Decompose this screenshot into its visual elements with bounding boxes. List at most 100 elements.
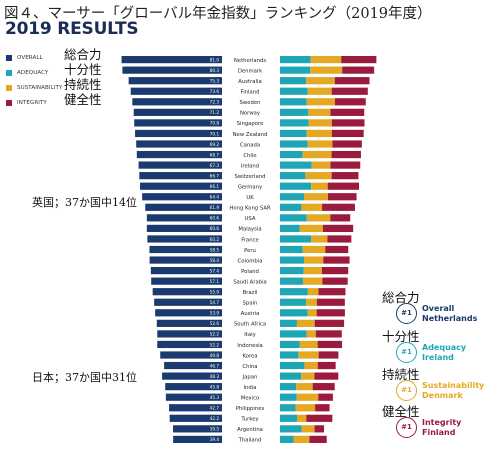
subindex-bar-integrity — [318, 393, 333, 401]
subindex-bar-sustainability — [296, 393, 319, 401]
subindex-bar-integrity — [314, 372, 339, 380]
subindex-bar-adequacy — [280, 108, 309, 116]
overall-value-label: 80.3 — [210, 68, 220, 73]
subindex-bar-adequacy — [280, 87, 308, 95]
subindex-bar-adequacy — [280, 193, 305, 201]
country-label: Brazil — [243, 290, 258, 296]
overall-bar — [157, 340, 222, 349]
overall-bar — [136, 140, 222, 148]
overall-bar — [173, 435, 222, 443]
country-label: Denmark — [238, 68, 263, 74]
subindex-bar-adequacy — [280, 66, 311, 74]
subindex-bar-integrity — [322, 224, 354, 232]
subindex-bar-integrity — [315, 330, 342, 338]
subindex-bar-sustainability — [301, 203, 323, 211]
subindex-bar-integrity — [312, 383, 335, 391]
integrity-swatch-icon — [6, 100, 12, 106]
subindex-bar-integrity — [318, 351, 339, 359]
subindex-bar-sustainability — [306, 129, 332, 138]
badge-line1: Sustainability — [422, 381, 485, 390]
subindex-bar-integrity — [317, 361, 336, 370]
country-label: Sweden — [240, 100, 261, 106]
subindex-bar-sustainability — [306, 298, 317, 306]
overall-bar — [169, 404, 222, 412]
subindex-bar-sustainability — [299, 224, 323, 232]
subindex-bar-adequacy — [280, 351, 299, 359]
overall-value-label: 68.7 — [210, 152, 220, 157]
subindex-bar-adequacy — [280, 361, 305, 370]
subindex-bar-adequacy — [280, 372, 302, 380]
overall-bar — [164, 361, 222, 370]
country-label: Colombia — [238, 258, 263, 264]
subindex-bar-sustainability — [299, 340, 318, 349]
country-label: South Africa — [234, 322, 266, 328]
overall-value-label: 70.8 — [210, 121, 220, 126]
subindex-bar-integrity — [322, 277, 348, 285]
country-label: Australia — [238, 79, 261, 85]
subindex-bar-integrity — [316, 298, 345, 306]
overall-bar — [146, 224, 222, 232]
figure-title: 図４、マーサー「グローバル年金指数」ランキング（2019年度） — [4, 6, 432, 22]
overall-value-label: 57.1 — [210, 279, 220, 284]
overall-bar — [149, 256, 222, 264]
subindex-bar-adequacy — [280, 150, 303, 159]
legend-label: OVERALL — [17, 55, 43, 61]
country-label: New Zealand — [233, 132, 268, 138]
overall-value-label: 70.1 — [210, 131, 220, 136]
subindex-bar-sustainability — [307, 309, 317, 317]
overall-value-label: 66.7 — [210, 173, 220, 178]
subindex-bar-sustainability — [311, 235, 328, 243]
subindex-bar-integrity — [331, 172, 359, 180]
overall-bar — [149, 245, 222, 254]
overall-bar — [133, 108, 222, 116]
country-label: Indonesia — [237, 343, 263, 349]
badge-sustainability: 持続性 #1 Sustainability Denmark — [382, 367, 500, 407]
subindex-bar-sustainability — [307, 140, 333, 148]
subindex-bar-sustainability — [305, 172, 332, 180]
overall-bar — [165, 393, 222, 401]
overall-bar — [156, 319, 222, 327]
badge-overall: 総合力 #1 Overall Netherlands — [382, 290, 500, 330]
legend-label: ADEQUACY — [17, 70, 49, 76]
country-label: Canada — [240, 142, 260, 148]
subindex-bar-sustainability — [310, 56, 342, 64]
subindex-bar-integrity — [321, 267, 349, 275]
overall-value-label: 57.4 — [210, 268, 220, 273]
overall-value-label: 55.9 — [210, 290, 220, 295]
overall-value-label: 61.9 — [210, 205, 220, 210]
subindex-bar-adequacy — [280, 140, 308, 148]
overall-bar — [146, 214, 222, 222]
subindex-bar-sustainability — [310, 66, 343, 74]
subindex-bar-integrity — [318, 288, 346, 296]
subindex-bar-adequacy — [280, 98, 307, 106]
badge-label-jp: 総合力 — [382, 290, 420, 305]
legend-label: SUSTAINABILITY — [17, 85, 63, 91]
overall-swatch-icon — [6, 55, 12, 61]
uk-annotation: 英国；37か国中14位 — [32, 196, 137, 209]
overall-value-label: 58.5 — [210, 247, 220, 252]
subindex-bar-sustainability — [306, 214, 331, 222]
country-label: Germany — [238, 185, 262, 191]
subindex-bar-adequacy — [280, 161, 312, 169]
country-label: Malaysia — [238, 227, 261, 233]
subindex-bar-adequacy — [280, 267, 304, 275]
badge-line1: Overall — [422, 304, 455, 313]
subindex-bar-sustainability — [304, 361, 318, 370]
subindex-bar-sustainability — [296, 319, 315, 327]
subindex-bar-adequacy — [280, 298, 307, 306]
country-label: Netherlands — [234, 58, 267, 64]
overall-bar — [134, 119, 222, 127]
subindex-bar-adequacy — [280, 288, 308, 296]
japan-annotation: 日本；37か国中31位 — [32, 371, 137, 384]
subindex-bar-integrity — [341, 56, 377, 64]
results-title: 2019 RESULTS — [5, 19, 139, 39]
overall-bar — [135, 129, 222, 138]
overall-bar — [142, 193, 222, 201]
country-label: Peru — [244, 248, 256, 254]
overall-bar — [173, 425, 222, 433]
subindex-bar-sustainability — [307, 87, 332, 95]
subindex-bar-adequacy — [280, 214, 307, 222]
subindex-bar-sustainability — [297, 414, 307, 422]
overall-value-label: 64.4 — [210, 195, 220, 200]
overall-bar — [150, 267, 222, 275]
